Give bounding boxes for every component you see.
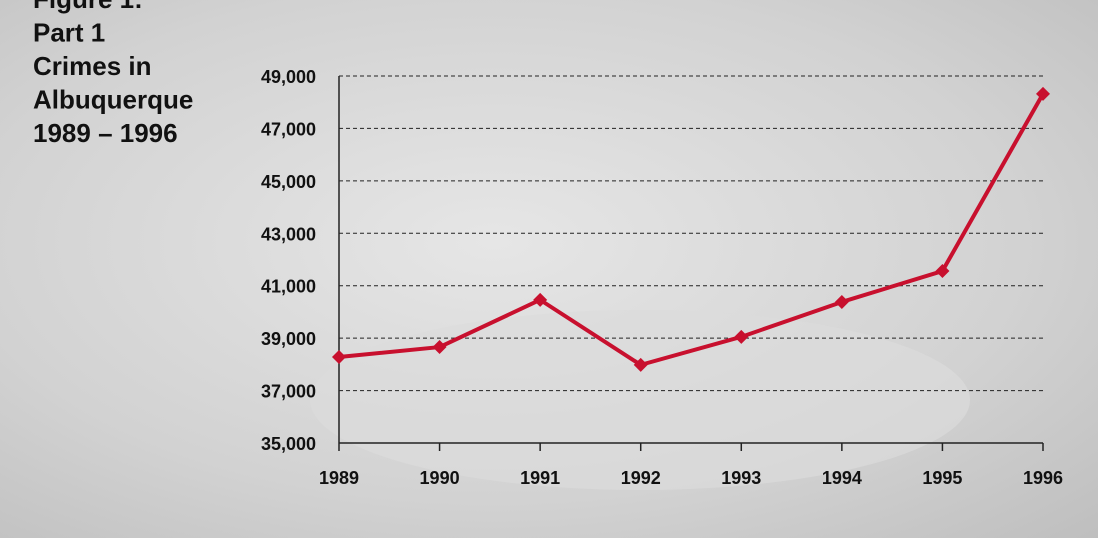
y-tick-label: 43,000 [261, 224, 316, 244]
chart-title: Albuquerque [33, 85, 193, 115]
x-tick-label: 1996 [1023, 468, 1063, 488]
y-tick-label: 39,000 [261, 329, 316, 349]
data-point [332, 350, 346, 365]
chart-title: Crimes in [33, 51, 152, 81]
data-point [935, 264, 950, 279]
data-point [533, 292, 548, 307]
chart-title: 1989 – 1996 [33, 118, 178, 148]
y-tick-label: 41,000 [261, 277, 316, 297]
x-tick-label: 1990 [420, 468, 460, 488]
chart-title: Figure 1: [33, 0, 143, 14]
y-tick-label: 49,000 [261, 67, 316, 87]
x-tick-label: 1995 [922, 468, 962, 488]
y-tick-label: 45,000 [261, 172, 316, 192]
x-tick-label: 1991 [520, 468, 560, 488]
x-tick-label: 1992 [621, 468, 661, 488]
x-tick-label: 1994 [822, 468, 862, 488]
background-shape [310, 310, 970, 490]
x-tick-label: 1989 [319, 468, 359, 488]
data-point [734, 329, 749, 344]
data-point [1036, 86, 1050, 101]
x-tick-label: 1993 [721, 468, 761, 488]
data-point [834, 294, 849, 309]
data-point [633, 357, 648, 372]
y-tick-label: 47,000 [261, 119, 316, 139]
y-tick-label: 37,000 [261, 382, 316, 402]
y-tick-label: 35,000 [261, 434, 316, 454]
chart-title: Part 1 [33, 18, 105, 48]
data-line [338, 92, 1045, 367]
data-point [432, 340, 447, 355]
